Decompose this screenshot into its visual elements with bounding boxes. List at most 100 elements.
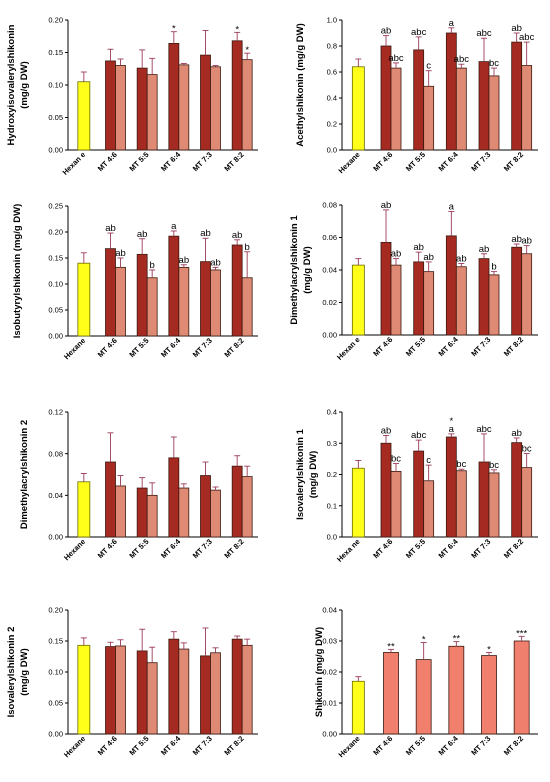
bar-mt-7-3-light bbox=[488, 75, 500, 151]
y-tick-label: 0.03 bbox=[322, 637, 337, 646]
significance-label: ** bbox=[453, 634, 461, 645]
bar-mt-7-3-dark bbox=[478, 61, 490, 151]
x-tick-label: MT 5:5 bbox=[404, 734, 427, 757]
y-tick-label: 0.02 bbox=[322, 298, 337, 307]
bar-mt-4-6-light bbox=[390, 67, 402, 151]
y-axis-label-line: Dimethylacrylshikonin 1 bbox=[289, 215, 300, 325]
bar-mt-4-6-dark bbox=[105, 60, 116, 151]
y-axis-label-line: (mg/g DW) bbox=[19, 648, 30, 696]
x-tick-label: MT 7:3 bbox=[469, 537, 492, 560]
chart-panel-4: 0.00 0.02 0.04 0.06 0.08 Dimethylacrylshikoni… bbox=[289, 200, 538, 362]
significance-label: abc bbox=[411, 430, 427, 441]
bar-mt-5-5-dark bbox=[413, 49, 425, 151]
x-tick-label: MT 7:3 bbox=[191, 537, 214, 560]
y-axis-label-line: (mg/g DW) bbox=[19, 61, 30, 109]
chart-panel-6: 0.0 0.1 0.2 0.3 0.4 Isovalerylshikonin 1 (mg/g… bbox=[295, 408, 538, 564]
y-tick-label: 0.01 bbox=[322, 699, 337, 708]
bar-hexane-hexane bbox=[351, 467, 365, 538]
bar-mt-7-3-light bbox=[488, 472, 500, 538]
bar-mt-7-3-light bbox=[210, 489, 221, 538]
bar-mt-7-3-dark bbox=[478, 461, 490, 538]
significance-label: ab bbox=[137, 229, 148, 240]
x-tick-label: MT 6:4 bbox=[159, 149, 183, 173]
y-tick-label: 0.15 bbox=[48, 48, 63, 57]
significance-label: b bbox=[245, 242, 250, 253]
y-tick-label: 0.0 bbox=[327, 533, 337, 542]
bar-mt-6-4-dark bbox=[445, 32, 457, 151]
significance-label: * bbox=[487, 644, 491, 655]
significance-label: * bbox=[172, 24, 176, 35]
significance-label: ab bbox=[381, 425, 392, 436]
bar-mt-8-2-dark bbox=[231, 465, 243, 538]
y-tick-label: 0.00 bbox=[48, 533, 63, 542]
bar-mt-6-4-dark bbox=[445, 436, 457, 538]
bar-mt-4-6-light bbox=[115, 485, 126, 538]
significance-label: ab bbox=[511, 23, 522, 34]
x-tick-label: MT 4:6 bbox=[371, 734, 394, 757]
significance-label: abc bbox=[476, 424, 492, 435]
bar-mt-8-2-dark bbox=[231, 40, 243, 151]
bar-mt-4-6-dark bbox=[105, 646, 116, 735]
y-axis-label-line: Shikonin (mg/g DW) bbox=[314, 627, 325, 717]
x-tick-label: MT 8:2 bbox=[502, 734, 525, 757]
bar-mt-7-3-light bbox=[210, 269, 221, 337]
bar-mt-6-4-light bbox=[178, 64, 190, 151]
y-tick-label: 0.6 bbox=[327, 68, 337, 77]
significance-label: ab bbox=[413, 242, 424, 253]
y-tick-label: 0.2 bbox=[327, 470, 337, 479]
y-axis-label-line: Dimethylacrylshikonin 2 bbox=[19, 420, 30, 529]
significance-label: abc bbox=[388, 53, 404, 64]
significance-label: ab bbox=[381, 200, 392, 211]
x-tick-label: MT 4:6 bbox=[371, 537, 394, 560]
y-tick-label: 0.20 bbox=[48, 228, 63, 237]
y-tick-label: 1.0 bbox=[327, 16, 337, 25]
bar-hexane-hexane bbox=[77, 644, 91, 735]
y-tick-label: 0.15 bbox=[48, 637, 63, 646]
significance-label: bc bbox=[489, 460, 499, 471]
x-tick-label: Hexan e bbox=[335, 335, 362, 362]
chart-panel-7: 0.00 0.05 0.10 0.15 0.20 Isovalerylshikonin 2… bbox=[6, 606, 258, 759]
significance-label: b bbox=[150, 260, 155, 271]
chart-panel-5: 0.00 0.04 0.08 0.12 Dimethylacrylshikonin 2 H… bbox=[19, 408, 258, 562]
bar-mt-6-4-dark bbox=[168, 43, 180, 151]
bar-mt-8-2-dark bbox=[231, 638, 243, 735]
significance-label: * bbox=[245, 45, 249, 56]
x-tick-label: MT 7:3 bbox=[191, 734, 214, 757]
y-tick-label: 0.3 bbox=[327, 439, 337, 448]
x-tick-label: MT 7:3 bbox=[469, 150, 492, 173]
bar-mt-7-3-dark bbox=[200, 261, 211, 337]
significance-label: ab bbox=[210, 257, 221, 268]
x-tick-label: MT 6:4 bbox=[159, 536, 183, 560]
bar-mt-4-6-dark bbox=[380, 241, 392, 336]
x-tick-label: MT 6:4 bbox=[437, 334, 461, 358]
significance-label: bc bbox=[456, 459, 466, 470]
x-tick-label: MT 6:4 bbox=[437, 149, 461, 173]
y-tick-label: 0.0 bbox=[327, 146, 337, 155]
bar-mt-7-3-dark bbox=[200, 655, 211, 735]
significance-label: abc bbox=[454, 54, 470, 65]
chart-panel-3: 0.00 0.05 0.10 0.15 0.20 0.25 Isobutyrylshikon… bbox=[12, 202, 258, 361]
x-tick-label: MT 4:6 bbox=[96, 336, 119, 359]
x-tick-label: MT 5:5 bbox=[404, 335, 427, 358]
y-tick-label: 0.25 bbox=[48, 202, 63, 211]
bar-mt-4-6-light bbox=[390, 264, 402, 336]
bar-mt-6-4-light bbox=[455, 266, 467, 336]
bar-mt-8-2-shikonin bbox=[513, 640, 530, 735]
bar-mt-5-5-light bbox=[146, 494, 158, 538]
bar-mt-6-4-dark bbox=[168, 235, 180, 337]
y-tick-label: 0.00 bbox=[322, 730, 337, 739]
x-tick-label: MT 7:3 bbox=[469, 335, 492, 358]
y-axis-label-line: Isovalerylshikonin 1 bbox=[295, 428, 306, 520]
y-tick-label: 0.00 bbox=[48, 730, 63, 739]
significance-label: bc bbox=[391, 454, 401, 465]
bar-mt-8-2-light bbox=[521, 65, 533, 151]
significance-label: ab bbox=[200, 228, 211, 239]
x-tick-label: Hexane bbox=[62, 734, 87, 759]
bar-mt-4-6-dark bbox=[380, 442, 392, 538]
bar-mt-4-6-light bbox=[115, 645, 126, 735]
bar-mt-8-2-light bbox=[241, 644, 253, 735]
bar-mt-4-6-shikonin bbox=[383, 652, 399, 735]
bar-mt-7-3-dark bbox=[200, 54, 211, 151]
significance-label: ab bbox=[115, 248, 126, 259]
